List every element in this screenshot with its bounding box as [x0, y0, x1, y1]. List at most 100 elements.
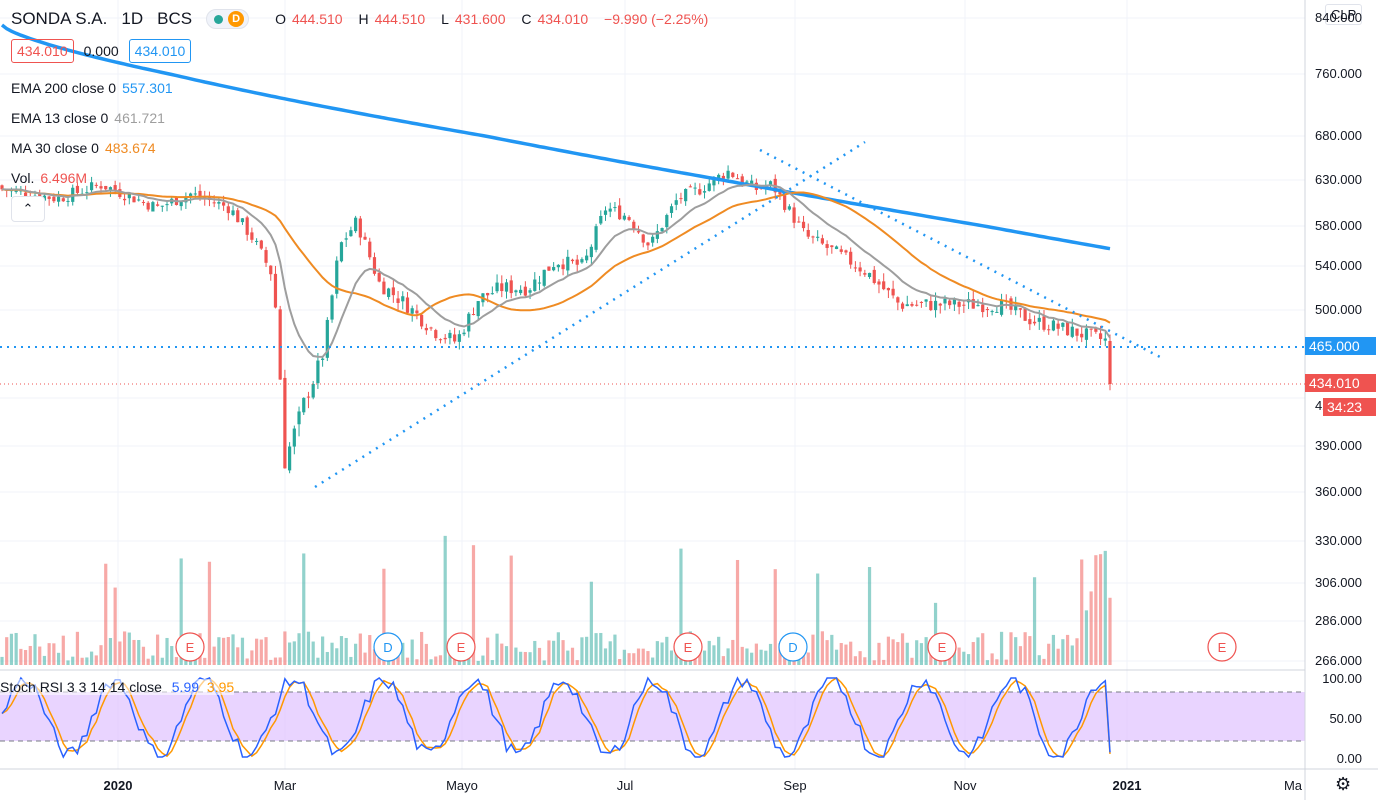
candle-body	[698, 189, 702, 195]
change-value: −9.990 (−2.25%)	[604, 11, 709, 27]
volume-legend[interactable]: Vol. 6.496M	[11, 170, 87, 186]
candle-body	[354, 217, 358, 232]
volume-bar	[0, 656, 4, 665]
price-axis-label: 330.000	[1315, 533, 1362, 548]
volume-bar	[1018, 646, 1023, 665]
volume-bar	[985, 660, 990, 665]
candle-body	[141, 201, 146, 203]
candle-body	[56, 196, 61, 202]
event-marker-D[interactable]: D	[373, 632, 403, 662]
volume-bar	[570, 647, 575, 665]
market-status-badge[interactable]: D	[206, 9, 250, 29]
candle-body	[627, 217, 631, 220]
ema200-legend[interactable]: EMA 200 close 0 557.301	[11, 80, 173, 96]
symbol-name[interactable]: SONDA S.A.	[11, 9, 108, 28]
countdown-tag: 34:23	[1323, 398, 1376, 416]
candle-body	[410, 308, 414, 314]
candle-body	[849, 251, 853, 265]
candle-body	[420, 314, 424, 327]
candle-body	[0, 185, 4, 190]
ma30-legend[interactable]: MA 30 close 0 483.674	[11, 140, 156, 156]
volume-bar	[273, 657, 278, 665]
volume-bar	[504, 646, 509, 665]
ema200-label: EMA 200 close 0	[11, 80, 117, 96]
event-marker-E[interactable]: E	[1207, 632, 1237, 662]
volume-bar	[19, 648, 23, 665]
volume-bar	[335, 648, 339, 665]
volume-bar	[118, 641, 122, 665]
ema13-legend[interactable]: EMA 13 close 0 461.721	[11, 110, 165, 126]
volume-bar	[207, 561, 212, 665]
candle-body	[952, 298, 957, 305]
volume-bar	[825, 640, 829, 665]
candle-body	[94, 184, 98, 186]
candle-body	[570, 259, 575, 262]
candle-body	[528, 290, 532, 293]
volume-bar	[283, 631, 287, 665]
volume-bar	[61, 635, 65, 665]
time-axis-label: Mar	[273, 778, 297, 793]
volume-bar	[99, 645, 103, 665]
candle-body	[830, 245, 834, 248]
stoch-label: Stoch RSI 3 3 14 14 close	[0, 679, 162, 695]
candle-body	[919, 301, 924, 303]
event-marker-E[interactable]: E	[673, 632, 703, 662]
event-marker-D[interactable]: D	[778, 632, 808, 662]
volume-bar	[830, 634, 834, 665]
volume-bar	[420, 631, 424, 665]
candle-body	[844, 250, 848, 253]
open-value: 444.510	[291, 11, 343, 27]
candle-body	[292, 428, 296, 447]
volume-bar	[552, 640, 556, 665]
event-marker-E[interactable]: E	[175, 632, 205, 662]
event-marker-E[interactable]: E	[927, 632, 957, 662]
stoch-rsi-legend[interactable]: Stoch RSI 3 3 14 14 close 5.99 3.95	[0, 679, 235, 695]
candle-body	[52, 196, 56, 202]
volume-bar	[877, 642, 881, 665]
volume-bar	[622, 649, 626, 665]
volume-bar	[1108, 597, 1112, 665]
candle-body	[1014, 305, 1018, 311]
ema200-line	[0, 23, 1111, 251]
price-axis-label: 760.000	[1315, 66, 1362, 81]
chevron-up-icon[interactable]: ⌃	[11, 196, 45, 222]
candle-body	[23, 192, 28, 198]
candle-body	[259, 240, 263, 249]
volume-bar	[438, 655, 443, 665]
buy-price-button[interactable]: 434.010	[128, 39, 192, 63]
volume-bar	[594, 633, 598, 665]
volume-bar	[910, 657, 914, 665]
volume-bar	[773, 569, 777, 665]
candle-body	[740, 176, 744, 184]
volume-bar	[302, 553, 306, 665]
timeframe[interactable]: 1D	[121, 9, 144, 28]
volume-bar	[23, 650, 28, 665]
volume-bar	[618, 659, 622, 665]
currency-badge[interactable]: CLP	[1325, 4, 1363, 25]
event-marker-E[interactable]: E	[446, 632, 476, 662]
candle-body	[165, 204, 169, 206]
volume-bar	[745, 648, 749, 665]
gear-icon[interactable]: ⚙	[1335, 774, 1352, 794]
candle-body	[236, 210, 240, 223]
candle-body	[231, 210, 235, 215]
volume-bar	[1094, 555, 1098, 665]
candle-body	[886, 288, 890, 291]
candle-body	[1009, 298, 1013, 310]
candle-body	[995, 311, 999, 313]
candle-body	[1084, 328, 1089, 340]
volume-bar	[580, 637, 584, 665]
candle-body	[655, 231, 659, 239]
stoch-d-value: 3.95	[206, 679, 235, 695]
volume-bar	[646, 651, 650, 665]
candle-body	[1108, 340, 1112, 384]
volume-bar	[405, 657, 410, 665]
volume-bar	[679, 548, 683, 665]
candle-body	[839, 249, 843, 252]
sell-price-button[interactable]: 434.010	[11, 39, 74, 63]
ma30-line	[1, 188, 1111, 324]
volume-bar	[222, 637, 226, 665]
event-marker-circle	[927, 632, 957, 662]
